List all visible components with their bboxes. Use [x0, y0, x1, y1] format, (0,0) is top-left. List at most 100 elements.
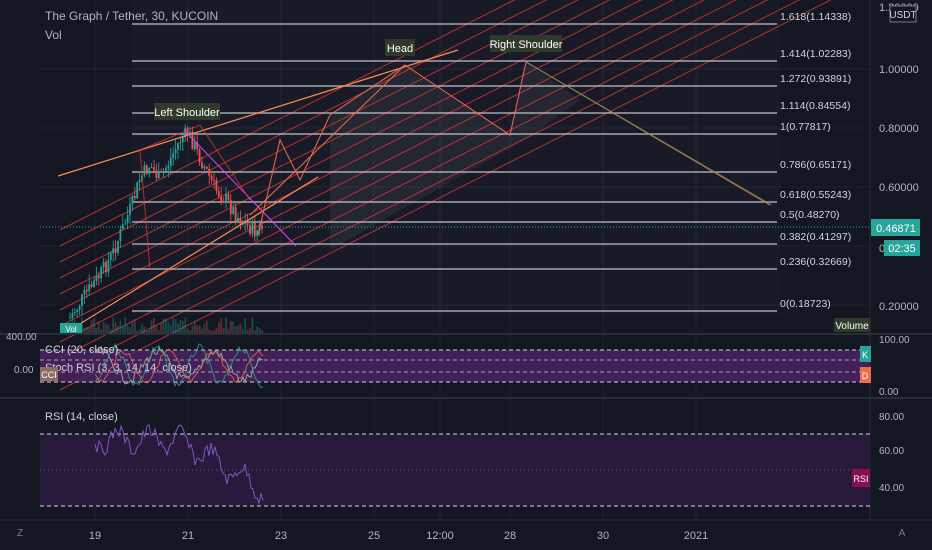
candle-body: [196, 142, 199, 150]
candle-body: [186, 127, 189, 135]
candle-body: [172, 153, 175, 158]
vol-green-tag-label: Vol: [65, 325, 76, 334]
volume-bar: [225, 317, 227, 334]
candle-body: [191, 131, 194, 150]
stoch-axis-zero: 0.00: [879, 387, 899, 398]
fib-retracement[interactable]: 1.618(1.14338) 1.414(1.02283) 1.272(0.9389…: [132, 11, 851, 312]
cci-stoch-pane[interactable]: CCI (20, close) Stoch RSI (3, 3, 14, 14,…: [6, 332, 910, 398]
candle-body: [88, 284, 91, 292]
volume-bar: [131, 321, 134, 334]
volume-bar: [251, 317, 254, 334]
volume-bar: [220, 317, 223, 334]
volume-legend[interactable]: Vol: [45, 28, 62, 42]
candle-body: [78, 306, 81, 310]
volume-bar: [210, 330, 213, 334]
candle-body: [165, 168, 167, 172]
candle-body: [93, 280, 95, 287]
volume-bar: [241, 329, 244, 334]
candle-body: [189, 131, 191, 135]
rsi-pane[interactable]: RSI (14, close) 80.00 60.00 40.00 RSI: [40, 411, 904, 507]
stoch-k-line: [94, 342, 264, 389]
price-tick-2: 1.00000: [879, 64, 919, 76]
volume-bar: [196, 325, 199, 334]
volume-bar: [215, 327, 218, 334]
candle-body: [69, 317, 71, 319]
candle-body: [126, 215, 129, 224]
left-shoulder-annotation[interactable]: Left Shoulder: [154, 103, 220, 120]
timezone-button[interactable]: Z: [17, 528, 23, 539]
candle-body: [95, 275, 98, 281]
volume-bar: [172, 318, 175, 334]
rsi-badge: [852, 469, 870, 487]
fib-label: 0.382(0.41297): [780, 231, 851, 243]
candle-body: [155, 170, 158, 179]
volume-bar: [167, 321, 170, 334]
volume-bar: [126, 324, 129, 334]
candle-body: [83, 289, 86, 295]
volume-bar: [150, 320, 153, 334]
volume-bar: [83, 328, 86, 334]
time-tick-30: 30: [597, 530, 609, 542]
channel-line: [59, 0, 642, 295]
volume-bar: [119, 320, 122, 334]
channel-line: [59, 0, 548, 247]
volume-bar: [124, 317, 127, 334]
cci-title[interactable]: CCI (20, close): [45, 344, 118, 356]
candle-body: [160, 171, 163, 173]
time-axis[interactable]: 19 21 23 25 12:00 28 30 2021 Z A: [0, 519, 932, 542]
candle-body: [114, 248, 117, 253]
candle-body: [109, 253, 112, 261]
symbol-title[interactable]: The Graph / Tether, 30, KUCOIN: [45, 9, 218, 23]
currency-badge[interactable]: [889, 5, 917, 23]
channel-line: [59, 0, 832, 391]
candle-body: [222, 201, 225, 203]
volume-bar: [217, 322, 220, 334]
candle-body: [229, 200, 232, 214]
head-label: Head: [387, 43, 413, 55]
volume-bar: [186, 328, 189, 334]
volume-bar: [237, 325, 239, 334]
volume-bar: [129, 327, 131, 334]
volume-bar: [102, 321, 105, 334]
volume-bar: [136, 330, 139, 334]
candle-body: [208, 168, 211, 176]
stoch-title[interactable]: Stoch RSI (3, 3, 14, 14, close): [45, 362, 192, 374]
fib-label: 0(0.18723): [780, 298, 831, 310]
candle-body: [253, 222, 256, 237]
candle-body: [169, 157, 172, 166]
d-badge: [860, 367, 871, 383]
head-annotation[interactable]: Head: [385, 39, 415, 56]
volume-bar: [177, 323, 179, 334]
channel-line: [59, 0, 611, 279]
cci-band: [40, 350, 870, 382]
candle-body: [157, 171, 160, 179]
auto-scale-button[interactable]: A: [899, 528, 906, 539]
target-arrow: [525, 61, 773, 206]
cci-axis-top: 400.00: [6, 332, 37, 343]
left-shoulder-outline: [139, 124, 251, 271]
right-shoulder-annotation[interactable]: Right Shoulder: [490, 35, 563, 52]
fib-label: 0.618(0.55243): [780, 189, 851, 201]
candle-body: [143, 165, 146, 176]
price-axis[interactable]: 1.20000 1.00000 0.80000 0.60000 0.20000 …: [869, 0, 932, 520]
candle-body: [217, 190, 220, 197]
rsi-line: [94, 424, 264, 506]
projection-path: [257, 61, 771, 236]
volume-badge[interactable]: [834, 318, 870, 332]
volume-bar: [232, 321, 235, 334]
rsi-title[interactable]: RSI (14, close): [45, 411, 118, 423]
candle-body: [124, 223, 127, 225]
candle-body: [181, 137, 184, 143]
countdown-value: 02:35: [888, 243, 916, 255]
candle-body: [129, 204, 131, 216]
cci-badge: [40, 367, 58, 381]
volume-bar: [148, 329, 151, 334]
candle-body: [100, 267, 103, 279]
upper-trend-line: [57, 49, 459, 177]
last-price-value: 0.46871: [876, 223, 916, 235]
candle-body: [153, 167, 155, 171]
candle-body: [215, 180, 218, 191]
time-tick-19: 19: [89, 530, 101, 542]
neckline: [69, 176, 319, 331]
